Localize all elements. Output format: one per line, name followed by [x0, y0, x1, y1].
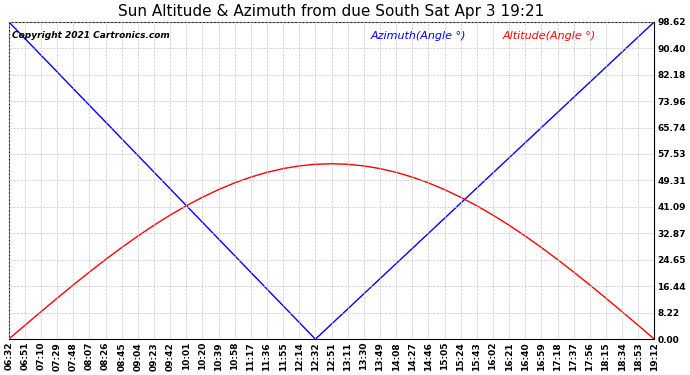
Title: Sun Altitude & Azimuth from due South Sat Apr 3 19:21: Sun Altitude & Azimuth from due South Sa…: [119, 4, 544, 19]
Text: Altitude(Angle °): Altitude(Angle °): [503, 31, 596, 41]
Text: Azimuth(Angle °): Azimuth(Angle °): [371, 31, 466, 41]
Text: Copyright 2021 Cartronics.com: Copyright 2021 Cartronics.com: [12, 31, 170, 40]
